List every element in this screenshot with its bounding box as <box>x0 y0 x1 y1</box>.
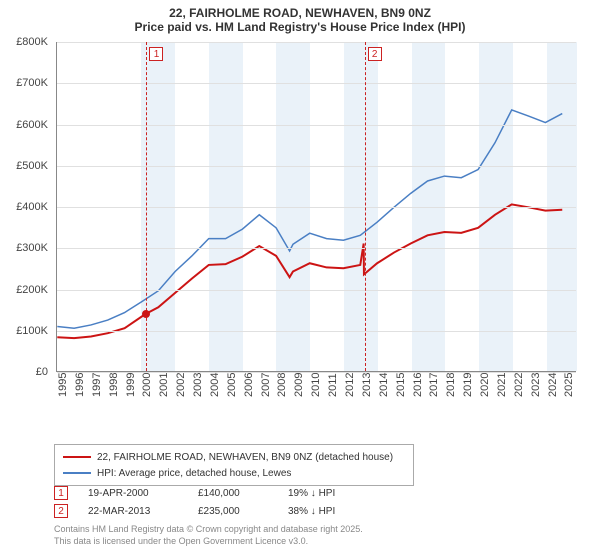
y-axis-label: £100K <box>16 325 48 337</box>
x-axis-label: 2008 <box>276 373 288 397</box>
event-marker-badge: 1 <box>149 47 163 61</box>
x-axis-label: 2020 <box>479 373 491 397</box>
series-line <box>57 110 562 328</box>
y-axis-label: £200K <box>16 284 48 296</box>
y-axis-label: £800K <box>16 36 48 48</box>
legend-swatch <box>63 456 91 458</box>
legend: 22, FAIRHOLME ROAD, NEWHAVEN, BN9 0NZ (d… <box>54 444 414 486</box>
x-axis-label: 2022 <box>513 373 525 397</box>
footer-line-2: This data is licensed under the Open Gov… <box>54 536 363 548</box>
x-axis-label: 1999 <box>125 373 137 397</box>
gridline-h <box>57 166 576 167</box>
x-axis-label: 2024 <box>547 373 559 397</box>
event-marker-line <box>365 42 366 371</box>
x-axis-label: 1995 <box>57 373 69 397</box>
legend-item: HPI: Average price, detached house, Lewe… <box>63 465 405 481</box>
gridline-h <box>57 42 576 43</box>
chart-container: 22, FAIRHOLME ROAD, NEWHAVEN, BN9 0NZ Pr… <box>0 0 600 560</box>
gridline-h <box>57 331 576 332</box>
chart-area: £0£100K£200K£300K£400K£500K£600K£700K£80… <box>6 42 580 410</box>
event-price: £140,000 <box>198 488 268 499</box>
event-row: 1 19-APR-2000 £140,000 19% ↓ HPI <box>54 484 378 502</box>
event-number-badge: 1 <box>54 486 68 500</box>
x-axis-label: 1997 <box>91 373 103 397</box>
y-axis-label: £500K <box>16 160 48 172</box>
event-pct: 19% ↓ HPI <box>288 488 378 499</box>
x-axis-label: 2006 <box>243 373 255 397</box>
highlight-point <box>142 310 150 318</box>
gridline-h <box>57 248 576 249</box>
x-axis-label: 2003 <box>192 373 204 397</box>
x-axis-label: 2018 <box>445 373 457 397</box>
x-axis-label: 2011 <box>327 373 339 397</box>
event-number-badge: 2 <box>54 504 68 518</box>
event-marker-badge: 2 <box>368 47 382 61</box>
x-axis-label: 2009 <box>293 373 305 397</box>
footer-attribution: Contains HM Land Registry data © Crown c… <box>54 524 363 547</box>
x-axis-label: 2012 <box>344 373 356 397</box>
x-axis-label: 2002 <box>175 373 187 397</box>
series-line <box>57 204 562 338</box>
x-axis-label: 2023 <box>530 373 542 397</box>
title-line-2: Price paid vs. HM Land Registry's House … <box>10 20 590 34</box>
event-marker-line <box>146 42 147 371</box>
gridline-h <box>57 290 576 291</box>
event-row: 2 22-MAR-2013 £235,000 38% ↓ HPI <box>54 502 378 520</box>
y-axis-label: £300K <box>16 242 48 254</box>
event-date: 19-APR-2000 <box>88 488 178 499</box>
x-axis-label: 1996 <box>74 373 86 397</box>
event-price: £235,000 <box>198 506 268 517</box>
y-axis-label: £600K <box>16 119 48 131</box>
x-axis-label: 2004 <box>209 373 221 397</box>
x-axis-label: 2010 <box>310 373 322 397</box>
x-axis-label: 2013 <box>361 373 373 397</box>
title-line-1: 22, FAIRHOLME ROAD, NEWHAVEN, BN9 0NZ <box>10 6 590 20</box>
y-axis-label: £400K <box>16 201 48 213</box>
x-axis-label: 2019 <box>462 373 474 397</box>
x-axis-label: 2021 <box>496 373 508 397</box>
x-axis-label: 2001 <box>158 373 170 397</box>
event-list: 1 19-APR-2000 £140,000 19% ↓ HPI 2 22-MAR-201… <box>54 484 378 520</box>
y-axis-label: £700K <box>16 77 48 89</box>
y-axis-label: £0 <box>36 366 48 378</box>
gridline-h <box>57 83 576 84</box>
x-axis-label: 2015 <box>395 373 407 397</box>
legend-item: 22, FAIRHOLME ROAD, NEWHAVEN, BN9 0NZ (d… <box>63 449 405 465</box>
x-axis-label: 2016 <box>412 373 424 397</box>
x-axis-label: 2014 <box>378 373 390 397</box>
legend-label: 22, FAIRHOLME ROAD, NEWHAVEN, BN9 0NZ (d… <box>97 452 393 463</box>
footer-line-1: Contains HM Land Registry data © Crown c… <box>54 524 363 536</box>
x-axis-label: 1998 <box>108 373 120 397</box>
gridline-h <box>57 125 576 126</box>
legend-label: HPI: Average price, detached house, Lewe… <box>97 468 291 479</box>
event-date: 22-MAR-2013 <box>88 506 178 517</box>
event-pct: 38% ↓ HPI <box>288 506 378 517</box>
x-axis-label: 2000 <box>141 373 153 397</box>
gridline-h <box>57 207 576 208</box>
x-axis-label: 2007 <box>260 373 272 397</box>
plot-area: £0£100K£200K£300K£400K£500K£600K£700K£80… <box>56 42 576 372</box>
x-axis-label: 2005 <box>226 373 238 397</box>
title-block: 22, FAIRHOLME ROAD, NEWHAVEN, BN9 0NZ Pr… <box>0 0 600 38</box>
x-axis-label: 2017 <box>428 373 440 397</box>
x-axis-label: 2025 <box>563 373 575 397</box>
legend-swatch <box>63 472 91 474</box>
